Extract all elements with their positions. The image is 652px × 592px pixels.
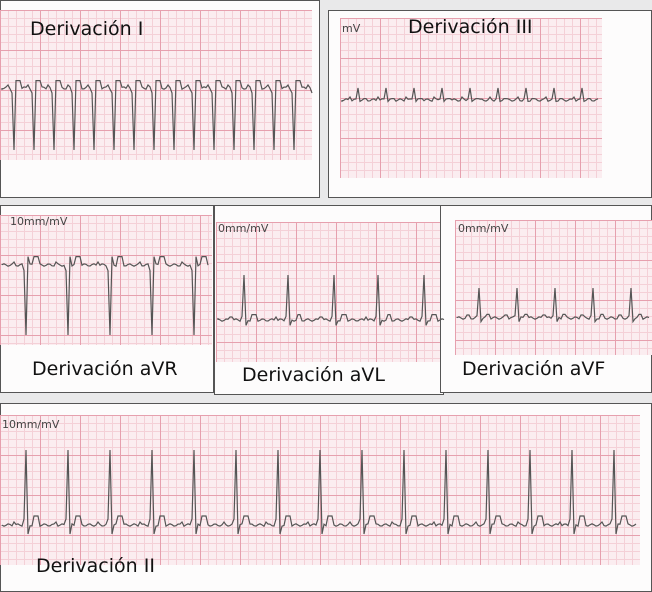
lead-label: Derivación II: [36, 555, 155, 577]
ecg-grid: [340, 18, 602, 178]
ecg-grid: [455, 220, 652, 355]
calibration-label: mV: [342, 22, 361, 35]
calibration-label: 10mm/mV: [10, 215, 68, 228]
calibration-label: 10mm/mV: [2, 418, 60, 431]
ecg-grid: [0, 415, 640, 565]
lead-label: Derivación aVF: [462, 358, 606, 380]
lead-label: Derivación aVL: [242, 364, 385, 386]
calibration-label: 0mm/mV: [218, 222, 269, 235]
lead-label: Derivación I: [30, 18, 144, 40]
ecg-grid: [0, 215, 212, 345]
calibration-label: 0mm/mV: [458, 222, 509, 235]
ecg-grid: [216, 222, 446, 362]
lead-label: Derivación aVR: [32, 358, 178, 380]
lead-label: Derivación III: [408, 16, 533, 38]
